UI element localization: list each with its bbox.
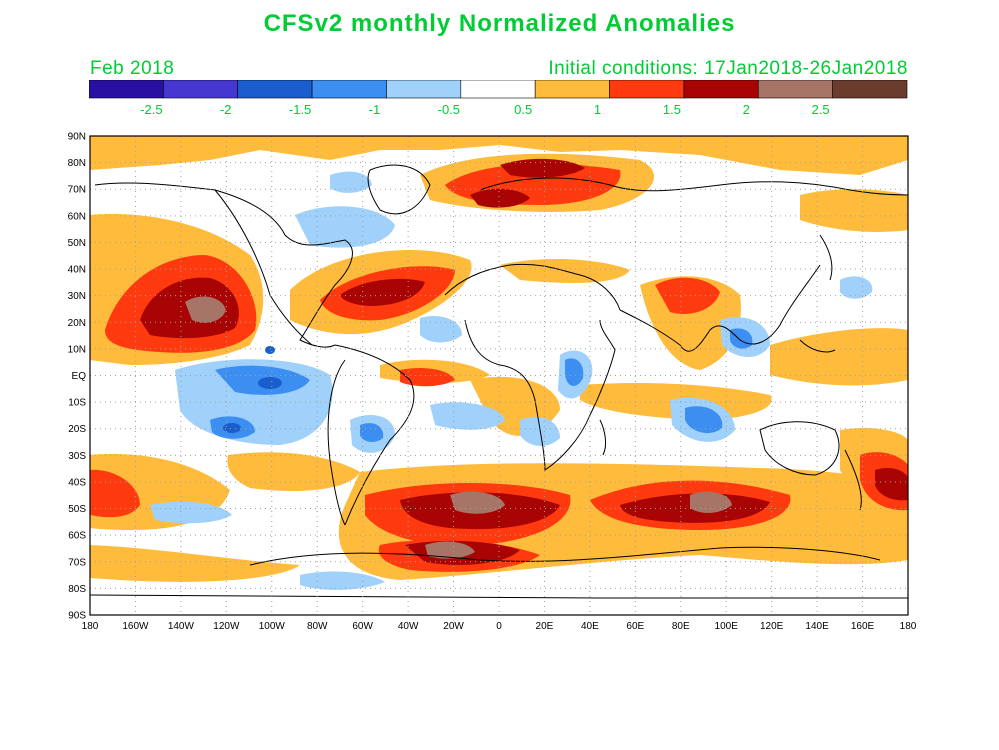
lon-label: 140E <box>805 621 829 632</box>
lat-label: 90S <box>68 611 86 622</box>
lon-label: 100E <box>715 621 739 632</box>
legend-label: 1 <box>594 102 601 117</box>
legend-label: 1.5 <box>663 102 681 117</box>
legend-label: 2.5 <box>812 102 830 117</box>
lon-label: 20W <box>443 621 464 632</box>
lat-label: 40N <box>68 265 86 276</box>
legend-label: -2.5 <box>140 102 162 117</box>
map-title: CFSv2 monthly Normalized Anomalies <box>263 10 736 37</box>
lat-label: 60N <box>68 211 86 222</box>
legend-label: 2 <box>743 102 750 117</box>
lon-label: 20E <box>536 621 554 632</box>
lat-label: EQ <box>72 371 87 382</box>
lat-label: 20S <box>68 424 86 435</box>
lon-label: 160E <box>851 621 875 632</box>
legend-label: -1 <box>369 102 381 117</box>
forecast-month: Feb 2018 <box>90 58 175 79</box>
lat-label: 50N <box>68 238 86 249</box>
legend-label: -1.5 <box>289 102 311 117</box>
lon-label: 60W <box>352 621 373 632</box>
lat-label: 10S <box>68 398 86 409</box>
anomaly-2-2.5 <box>185 296 732 559</box>
anomaly-neg-1.5-2 <box>223 346 282 433</box>
lat-label: 80N <box>68 158 86 169</box>
initial-conditions: Initial conditions: 17Jan2018-26Jan2018 <box>548 58 908 79</box>
color-legend: -2.5 -2 -1.5 -1 -0.5 0.5 1 1.5 2 2.5 <box>89 80 908 117</box>
lat-label: 20N <box>68 318 86 329</box>
legend-label: -0.5 <box>438 102 460 117</box>
map-frame <box>89 135 909 616</box>
latitude-labels: 90N 80N 70N 60N 50N 40N 30N 20N 10N EQ 10S 20S 30S 40… <box>68 132 87 622</box>
lon-label: 60E <box>626 621 644 632</box>
lat-label: 40S <box>68 477 86 488</box>
lon-label: 40W <box>398 621 419 632</box>
lat-label: 60S <box>68 531 86 542</box>
legend-label: 0.5 <box>514 102 532 117</box>
lat-label: 30S <box>68 451 86 462</box>
lon-label: 160W <box>122 621 149 632</box>
lat-label: 50S <box>68 504 86 515</box>
lon-label: 100W <box>259 621 286 632</box>
lat-label: 80S <box>68 584 86 595</box>
longitude-labels: 180 160W 140W 120W 100W 80W 60W 40W 20W 0 20E 40E 60… <box>82 621 917 632</box>
lon-label: 80W <box>307 621 328 632</box>
lon-label: 120W <box>213 621 240 632</box>
legend-swatch <box>832 80 908 99</box>
lat-label: 70S <box>68 557 86 568</box>
lon-label: 80E <box>672 621 690 632</box>
lon-label: 0 <box>496 621 502 632</box>
lon-label: 140W <box>168 621 195 632</box>
lat-label: 90N <box>68 132 86 143</box>
coastlines <box>90 164 908 599</box>
lat-label: 70N <box>68 185 86 196</box>
lat-label: 30N <box>68 291 86 302</box>
legend-label: -2 <box>220 102 232 117</box>
lon-label: 40E <box>581 621 599 632</box>
lon-label: 180 <box>82 621 99 632</box>
lon-label: 120E <box>760 621 784 632</box>
lat-label: 10N <box>68 344 86 355</box>
lon-label: 180 <box>900 621 917 632</box>
